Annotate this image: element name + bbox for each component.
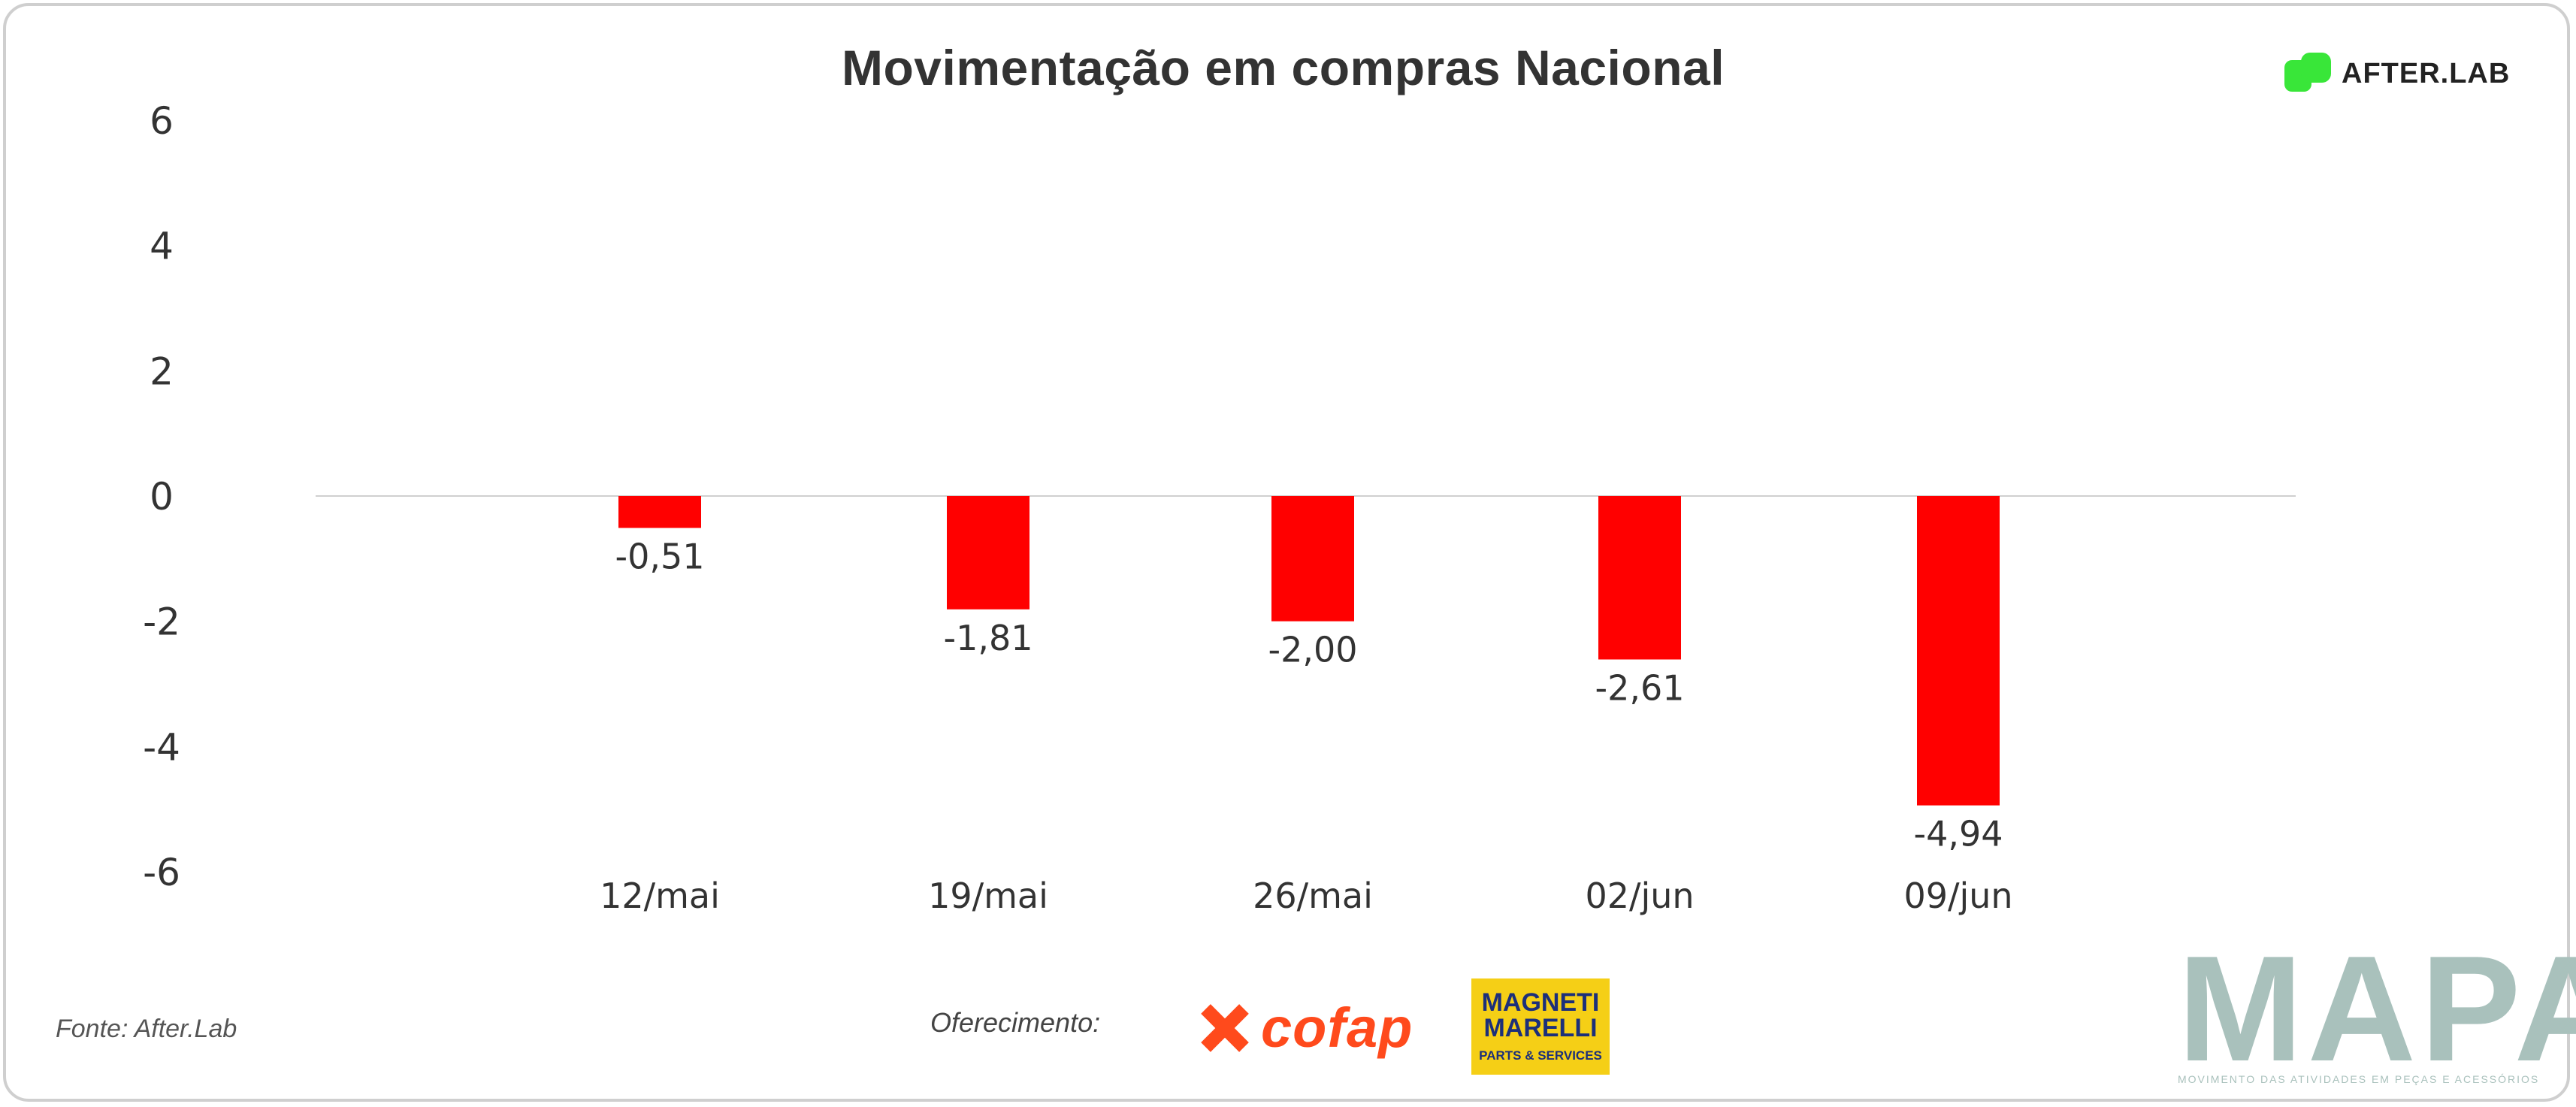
- magneti-marelli-logo: MAGNETI MARELLI PARTS & SERVICES: [1471, 978, 1610, 1075]
- afterlab-logo-icon: [2284, 53, 2333, 95]
- cofap-logo: cofap: [1195, 996, 1413, 1060]
- chart-title: Movimentação em compras Nacional: [842, 40, 1725, 95]
- afterlab-logo: AFTER.LAB: [2284, 53, 2510, 95]
- magneti-marelli-logo-text: MAGNETI MARELLI: [1481, 988, 1600, 1042]
- bar: [1598, 496, 1681, 660]
- mapa-logo: MAPA MOVIMENTO DAS ATIVIDADES EM PEÇAS E…: [2178, 925, 2576, 1093]
- y-tick-label: 2: [150, 349, 174, 393]
- mapa-logo-text: MAPA: [2178, 925, 2576, 1093]
- y-tick-label: -6: [143, 851, 180, 894]
- data-label: -2,61: [1595, 668, 1684, 709]
- bar: [1917, 496, 2000, 806]
- x-tick-label: 19/mai: [928, 876, 1048, 916]
- data-label: -0,51: [615, 537, 704, 577]
- mapa-logo-subtitle: MOVIMENTO DAS ATIVIDADES EM PEÇAS E ACES…: [2178, 1073, 2540, 1085]
- bar: [947, 496, 1029, 609]
- x-tick-label: 09/jun: [1903, 876, 2012, 916]
- data-label: -1,81: [943, 618, 1033, 658]
- bar: [618, 496, 701, 528]
- sponsor-label: Oferecimento:: [930, 1007, 1101, 1038]
- x-tick-label: 26/mai: [1253, 876, 1373, 916]
- x-tick-label: 02/jun: [1585, 876, 1694, 916]
- y-tick-label: 6: [150, 99, 174, 143]
- y-tick-label: 0: [150, 475, 174, 519]
- y-tick-label: -4: [143, 725, 180, 769]
- magneti-marelli-tagline: PARTS & SERVICES: [1479, 1048, 1602, 1063]
- data-label: -2,00: [1268, 630, 1357, 670]
- source-note: Fonte: After.Lab: [56, 1015, 237, 1043]
- cofap-x-icon: [1195, 1002, 1250, 1054]
- y-tick-label: 4: [150, 225, 174, 268]
- data-label: -4,94: [1913, 814, 2003, 854]
- cofap-logo-text: cofap: [1261, 997, 1413, 1059]
- y-tick-label: -2: [143, 600, 180, 644]
- x-tick-label: 12/mai: [600, 876, 720, 916]
- afterlab-logo-text: AFTER.LAB: [2342, 57, 2511, 89]
- bar: [1271, 496, 1354, 622]
